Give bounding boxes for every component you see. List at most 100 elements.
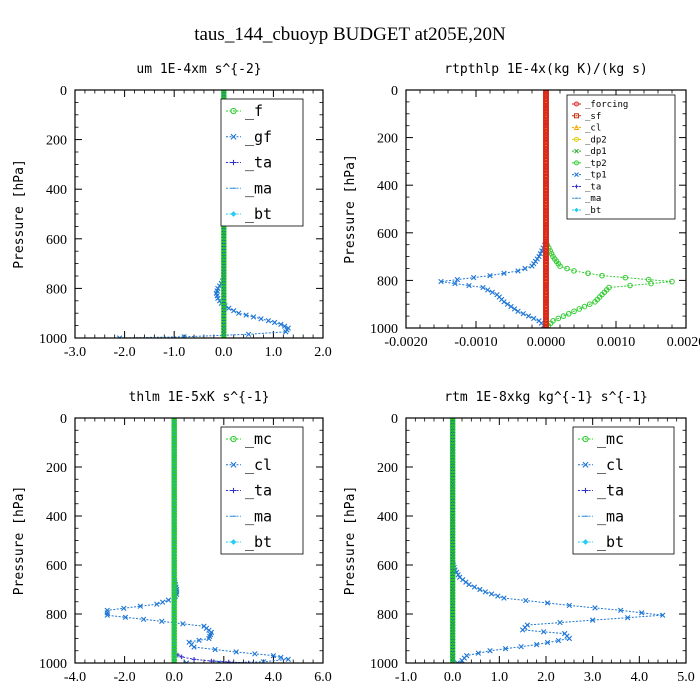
series-point — [543, 175, 549, 181]
series-point — [171, 654, 177, 660]
series-point — [165, 597, 172, 603]
series-point — [449, 458, 456, 465]
series-point — [221, 287, 227, 294]
legend-marker — [230, 133, 237, 140]
series-point — [543, 118, 549, 124]
series-point — [543, 146, 549, 153]
legend-label: _cl — [585, 124, 601, 134]
legend-label: _dp1 — [585, 147, 607, 157]
legend-entry: _cl — [578, 456, 624, 474]
series-point — [449, 467, 456, 474]
series-point — [449, 450, 456, 456]
series-point — [171, 636, 177, 643]
series-point — [543, 245, 549, 252]
series-point — [543, 211, 549, 218]
series-point — [543, 177, 549, 184]
plot-area — [438, 90, 675, 328]
series-point — [221, 329, 227, 335]
series-point — [543, 183, 549, 190]
series-point — [221, 282, 227, 288]
series-point — [449, 625, 456, 631]
legend-label: _dp2 — [585, 135, 607, 145]
x-tick-label: 4.0 — [265, 670, 283, 685]
series-point — [449, 528, 456, 535]
series-point — [449, 520, 456, 526]
series-point — [543, 234, 549, 241]
series-point — [122, 614, 129, 620]
series-point — [475, 650, 482, 656]
series-point — [171, 613, 177, 620]
series-point — [171, 540, 177, 547]
x-tick-label: 1.0 — [265, 345, 283, 360]
series-point — [449, 631, 456, 637]
legend-entry: _gf — [226, 128, 272, 146]
series-point — [449, 596, 456, 602]
x-tick-label: 0.0 — [444, 670, 462, 685]
legend-entry: _ta — [572, 182, 601, 192]
series-point — [171, 423, 177, 430]
series-point — [459, 657, 465, 663]
series-point — [252, 651, 258, 657]
x-tick-label: -1.0 — [163, 345, 185, 360]
series-point — [449, 432, 456, 439]
series-point — [221, 323, 227, 329]
y-tick-label: 400 — [46, 183, 67, 198]
legend-entry: _ta — [226, 482, 272, 500]
series-point — [449, 581, 456, 588]
series-point — [171, 546, 177, 553]
series-point — [221, 228, 227, 235]
series-point — [243, 312, 249, 318]
series-point — [171, 461, 177, 468]
series-point — [533, 641, 540, 648]
series-point — [265, 317, 272, 324]
legend-label: _bt — [597, 533, 624, 551]
legend-entry: _ta — [578, 482, 624, 500]
series-point — [171, 464, 177, 471]
series-point — [449, 549, 456, 555]
series-point — [543, 158, 549, 164]
y-tick-label: 200 — [46, 461, 67, 476]
series-point — [659, 612, 666, 618]
series-point — [449, 660, 456, 663]
series-point — [449, 590, 456, 596]
series-point — [221, 237, 227, 244]
panel-4: rtm 1E-8xkg kg^{-1} s^{-1} Pressure [hPa]… — [343, 390, 695, 685]
series-point — [171, 642, 177, 649]
series-point — [449, 622, 456, 628]
series-point — [449, 470, 456, 477]
plot-frame — [74, 417, 324, 664]
series-point — [543, 115, 549, 122]
legend-label: _ta — [597, 482, 624, 500]
legend-marker — [574, 148, 579, 154]
series-point — [543, 160, 549, 167]
series-point — [171, 429, 177, 436]
legend-entry: _bt — [226, 533, 272, 551]
series-point — [171, 561, 177, 567]
series-point — [216, 660, 222, 663]
series-point — [489, 289, 496, 295]
x-tick-label: 0.0 — [215, 345, 233, 360]
x-tick-label: 0.0010 — [597, 335, 636, 350]
series-point — [543, 240, 549, 246]
series-point — [449, 496, 456, 503]
series-point — [543, 90, 549, 93]
legend-entry: _bt — [226, 205, 272, 223]
series-point — [171, 549, 177, 555]
legend-marker — [230, 539, 237, 545]
series-point — [488, 591, 495, 597]
series-point — [624, 614, 631, 621]
series-point — [543, 282, 549, 289]
series-point — [449, 628, 456, 634]
y-axis-label: Pressure [hPa] — [12, 486, 27, 596]
series-point — [543, 271, 549, 277]
legend-entry: _cl — [572, 124, 601, 134]
series-point — [171, 610, 177, 617]
series-point — [449, 491, 456, 497]
legend-entry: _tp2 — [572, 159, 607, 169]
series-point — [271, 319, 278, 326]
legend-entry: _ma — [578, 507, 624, 525]
x-tick-label: 2.0 — [215, 670, 233, 685]
series-point — [449, 441, 456, 448]
series-point — [154, 601, 160, 607]
legend-marker — [230, 107, 237, 115]
